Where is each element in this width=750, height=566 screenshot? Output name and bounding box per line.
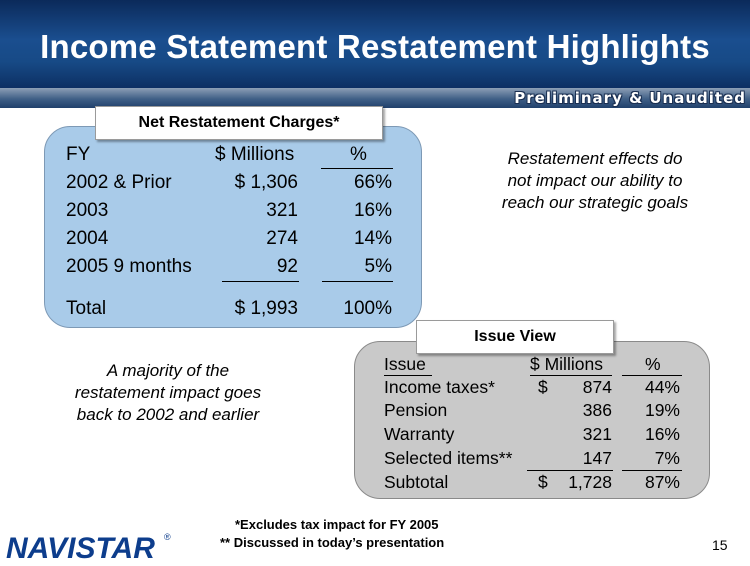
note-line: restatement impact goes [74, 383, 262, 402]
issue-row-label: Warranty [384, 424, 455, 444]
net-charges-tab: Net Restatement Charges* [95, 106, 383, 140]
note-line: Restatement effects do [507, 149, 683, 168]
slide-title: Income Statement Restatement Highlights [40, 28, 710, 65]
pct-subtotal-rule [622, 470, 682, 471]
header-issue: Issue [384, 354, 426, 374]
registered-mark: ® [164, 532, 171, 542]
issue-row-pct: 44% [644, 377, 680, 397]
row-millions: 321 [266, 200, 298, 221]
footnote-discussed: ** Discussed in today’s presentation [220, 535, 445, 550]
issue-row-label: Selected items** [384, 448, 513, 468]
issue-row-millions: 386 [582, 400, 612, 420]
issue-view-panel [354, 341, 710, 499]
issue-row-millions: 321 [582, 424, 612, 444]
row-pct: 16% [353, 200, 392, 221]
navistar-logo: NAVISTAR [6, 532, 155, 565]
row-pct: 5% [364, 256, 392, 277]
header-pct: % [350, 144, 367, 165]
pct-header-underline [622, 375, 682, 376]
issue-row-pct: 19% [644, 400, 680, 420]
page-number: 15 [712, 537, 728, 553]
strategic-goals-note: Restatement effects do not impact our ab… [470, 148, 720, 214]
row-fy: 2005 9 months [66, 256, 192, 277]
row-pct: 66% [353, 172, 392, 193]
row-millions: 274 [266, 228, 298, 249]
total-pct: 100% [343, 298, 392, 319]
row-fy: 2004 [66, 228, 109, 249]
issue-header-underline [384, 375, 432, 376]
issue-row-millions: 147 [582, 448, 612, 468]
note-line: A majority of the [106, 361, 230, 380]
header-fy: FY [66, 144, 91, 165]
issue-row-dollar: $ [538, 377, 548, 397]
majority-impact-note: A majority of the restatement impact goe… [42, 360, 294, 426]
issue-view-tab: Issue View [416, 320, 614, 354]
issue-row-pct: 7% [654, 448, 680, 468]
subtotal-millions: 1,728 [568, 472, 612, 492]
net-charges-panel [44, 126, 422, 328]
subtotal-label: Subtotal [384, 472, 449, 492]
preliminary-banner: Preliminary & Unaudited [514, 89, 746, 107]
issue-row-pct: 16% [644, 424, 680, 444]
banner-strip [0, 88, 750, 108]
issue-row-label: Pension [384, 400, 448, 420]
subtotal-dollar: $ [538, 472, 548, 492]
subtotal-pct: 87% [644, 472, 680, 492]
title-bar: Income Statement Restatement Highlights [0, 0, 750, 88]
millions-total-rule [222, 281, 299, 282]
pct-total-rule [322, 281, 393, 282]
total-millions: $ 1,993 [234, 298, 298, 319]
row-millions: $ 1,306 [234, 172, 298, 193]
header-millions: $ Millions [530, 354, 603, 374]
note-line: back to 2002 and earlier [76, 405, 260, 424]
issue-row-label: Income taxes* [384, 377, 495, 397]
header-pct: % [645, 354, 661, 374]
note-line: reach our strategic goals [501, 193, 689, 212]
row-millions: 92 [276, 256, 298, 277]
millions-header-underline [530, 375, 612, 376]
millions-subtotal-rule [527, 470, 613, 471]
issue-row-millions: 874 [582, 377, 612, 397]
footnote-tax: *Excludes tax impact for FY 2005 [235, 517, 439, 532]
pct-header-underline [321, 168, 393, 169]
note-line: not impact our ability to [507, 171, 683, 190]
total-fy: Total [66, 298, 107, 319]
row-fy: 2003 [66, 200, 109, 221]
header-millions: $ Millions [215, 144, 295, 165]
row-fy: 2002 & Prior [66, 172, 172, 193]
row-pct: 14% [353, 228, 392, 249]
